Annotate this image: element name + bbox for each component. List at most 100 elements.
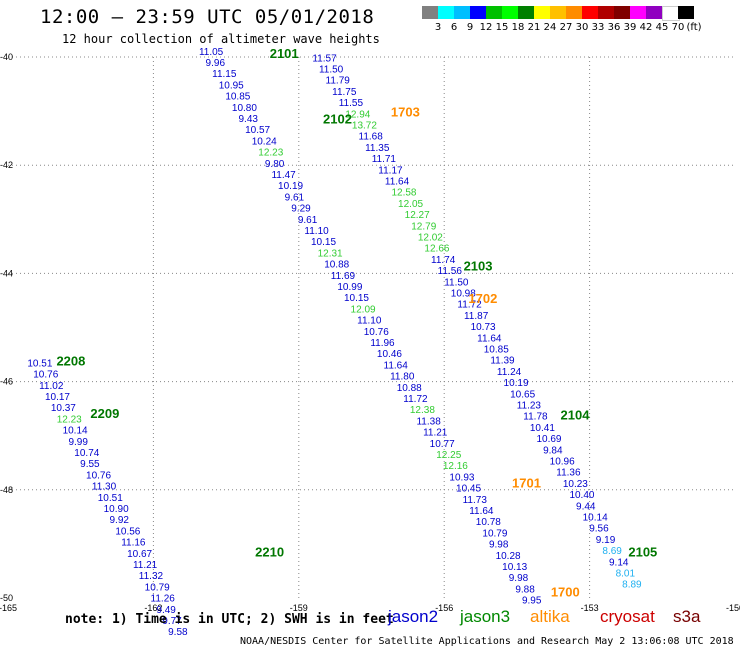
swh-value: 9.19: [596, 535, 616, 546]
y-tick-label: -48: [0, 485, 13, 495]
pass-time-label: 2102: [323, 112, 352, 127]
colorbar-swatch: [614, 6, 630, 19]
swh-value: 11.79: [326, 76, 351, 87]
colorbar-swatch: [582, 6, 598, 19]
swh-value: 9.77: [162, 616, 182, 627]
swh-value: 11.26: [151, 594, 176, 605]
y-tick-label: -46: [0, 377, 13, 387]
footer-credit: NOAA/NESDIS Center for Satellite Applica…: [240, 636, 734, 647]
colorbar-swatch: [598, 6, 614, 19]
swh-value: 11.72: [403, 394, 428, 405]
swh-value: 10.79: [482, 528, 507, 539]
pass-time-label: 2105: [628, 544, 657, 559]
swh-value: 12.23: [57, 414, 82, 425]
colorbar-label: 45: [655, 22, 669, 33]
colorbar-label: 33: [591, 22, 605, 33]
swh-value: 9.88: [515, 584, 535, 595]
swh-value: 10.85: [484, 344, 509, 355]
swh-value: 10.56: [115, 526, 140, 537]
pass-time-label: 1701: [512, 476, 541, 491]
legend-altika: altika: [530, 607, 570, 626]
colorbar-label: 9: [466, 22, 474, 33]
colorbar-label: 39: [623, 22, 637, 33]
colorbar-label: 3: [434, 22, 442, 33]
swh-value: 11.05: [199, 47, 224, 58]
swh-value: 8.89: [622, 580, 642, 591]
colorbar-label: 24: [543, 22, 557, 33]
colorbar-swatch: [486, 6, 502, 19]
swh-value: 11.10: [357, 316, 382, 327]
swh-value: 11.64: [385, 177, 410, 188]
swh-value: 11.38: [416, 416, 441, 427]
swh-value: 11.39: [490, 356, 515, 367]
chart-subtitle: 12 hour collection of altimeter wave hei…: [62, 32, 380, 46]
swh-value: 12.23: [258, 148, 283, 159]
swh-value: 11.57: [312, 53, 337, 64]
colorbar-swatch: [470, 6, 486, 19]
pass-time-label: 1700: [551, 584, 580, 599]
pass-time-label: 2209: [90, 406, 119, 421]
swh-value: 11.55: [339, 98, 364, 109]
swh-value: 9.56: [589, 524, 609, 535]
swh-value: 8.69: [602, 546, 622, 557]
x-tick-label: -159: [290, 603, 308, 613]
swh-value: 11.30: [92, 482, 117, 493]
swh-value: 11.75: [332, 87, 357, 98]
swh-value: 10.46: [377, 349, 402, 360]
swh-value: 10.88: [324, 260, 349, 271]
swh-value: 9.92: [109, 515, 129, 526]
colorbar-label: 21: [527, 22, 541, 33]
y-tick-label: -40: [0, 52, 13, 62]
swh-value: 11.15: [212, 69, 237, 80]
swh-value: 9.14: [609, 557, 629, 568]
swh-value: 8.01: [616, 568, 636, 579]
swh-value: 9.84: [543, 445, 563, 456]
colorbar-label: 42: [639, 22, 653, 33]
swh-value: 10.73: [471, 322, 496, 333]
swh-value: 9.58: [168, 627, 188, 638]
swh-value: 11.68: [359, 132, 384, 143]
swh-value: 9.61: [298, 215, 318, 226]
swh-value: 10.98: [451, 289, 476, 300]
swh-value: 10.19: [278, 181, 303, 192]
swh-value: 11.72: [457, 300, 482, 311]
swh-value: 11.64: [384, 360, 409, 371]
swh-value: 10.14: [583, 512, 608, 523]
colorbar-swatch: [646, 6, 662, 19]
swh-value: 11.50: [444, 277, 469, 288]
colorbar-label: 30: [575, 22, 589, 33]
swh-value: 9.96: [206, 58, 226, 69]
colorbar-swatch: [422, 6, 438, 19]
swh-value: 11.87: [464, 311, 489, 322]
swh-value: 10.69: [536, 434, 561, 445]
swh-value: 10.96: [550, 456, 575, 467]
swh-value: 10.95: [219, 80, 244, 91]
swh-value: 10.76: [33, 370, 58, 381]
swh-value: 9.49: [156, 605, 176, 616]
swh-value: 10.80: [232, 103, 257, 114]
swh-value: 12.58: [391, 188, 416, 199]
swh-value: 12.66: [424, 244, 449, 255]
swh-value: 10.78: [476, 517, 501, 528]
swh-value: 12.16: [443, 461, 468, 472]
pass-time-label: 2104: [561, 407, 591, 422]
swh-value: 9.98: [489, 540, 509, 551]
swh-value: 10.15: [344, 293, 369, 304]
swh-value: 10.93: [449, 472, 474, 483]
swh-value: 10.88: [397, 383, 422, 394]
pass-time-label: 2101: [270, 46, 299, 61]
legend-cryosat: cryosat: [600, 607, 655, 626]
colorbar-label: 12: [479, 22, 493, 33]
swh-value: 10.13: [502, 562, 527, 573]
colorbar-swatch: [454, 6, 470, 19]
swh-value: 11.36: [556, 468, 581, 479]
swh-value: 9.43: [239, 114, 259, 125]
colorbar-label: 27: [559, 22, 573, 33]
swh-value: 10.51: [27, 358, 52, 369]
swh-value: 10.28: [496, 551, 521, 562]
swh-value: 10.24: [252, 136, 277, 147]
swh-value: 10.15: [311, 237, 336, 248]
swh-value: 11.78: [523, 412, 548, 423]
legend-jason2: jason2: [388, 607, 439, 626]
